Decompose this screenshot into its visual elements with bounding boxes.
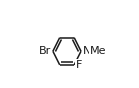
Text: Br: Br — [39, 46, 51, 56]
Text: F: F — [76, 60, 83, 70]
Text: N: N — [83, 46, 91, 56]
Text: Me: Me — [90, 46, 106, 56]
